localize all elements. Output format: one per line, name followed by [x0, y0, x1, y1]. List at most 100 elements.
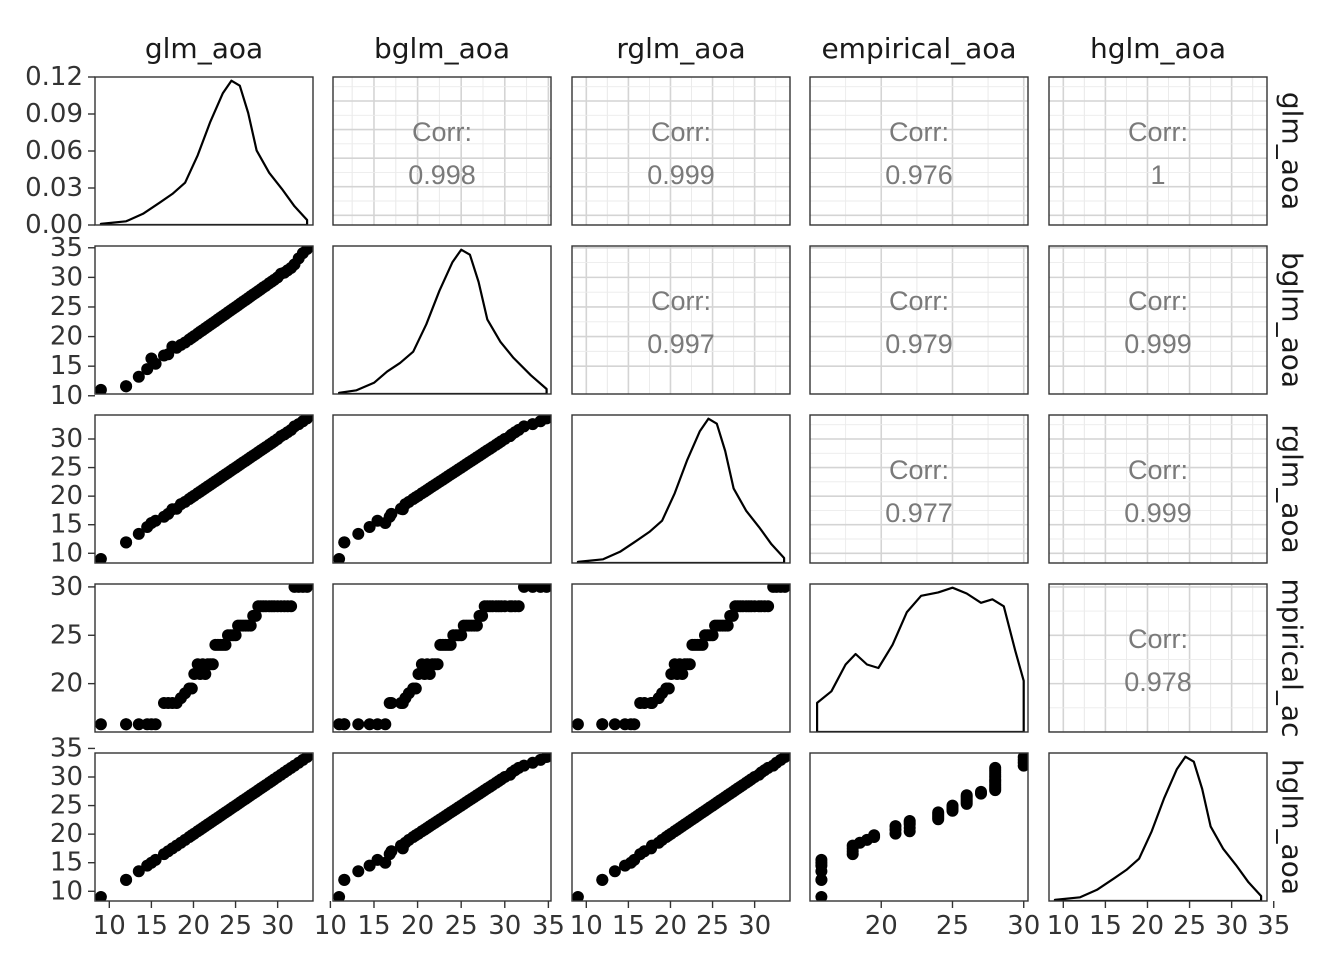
panel-border — [809, 752, 1029, 902]
scatter-point — [199, 668, 212, 680]
x-tick-label: 10 — [1047, 911, 1080, 941]
panel-background — [333, 246, 551, 394]
density-curve — [1053, 755, 1263, 901]
panel-border — [809, 76, 1029, 226]
x-tick-label: 30 — [1007, 911, 1040, 941]
scatter-point — [540, 415, 551, 425]
density-curve — [99, 79, 309, 225]
x-tick-label: 30 — [488, 911, 521, 941]
panel-empirical_aoa-hglm_aoa: Corr: 0.978 — [1048, 583, 1268, 733]
scatter-point — [409, 682, 422, 695]
scatter-point — [889, 820, 902, 833]
panel-empirical_aoa-glm_aoa — [94, 583, 314, 733]
scatter-point — [696, 638, 709, 651]
column-label: glm_aoa — [145, 32, 263, 65]
panel-background — [572, 246, 790, 394]
corr-label: Corr: — [1128, 117, 1188, 147]
scatter-point — [206, 658, 219, 671]
panel-border — [571, 76, 791, 226]
panel-hglm_aoa-glm_aoa — [94, 752, 314, 902]
corr-label: Corr: — [651, 117, 711, 147]
panel-glm_aoa-hglm_aoa: Corr: 1 — [1048, 76, 1268, 226]
scatter-point — [706, 629, 719, 642]
scatter-point — [185, 682, 198, 695]
panel-border — [809, 245, 1029, 395]
x-tick-label: 30 — [1215, 911, 1248, 941]
x-tick-label: 20 — [654, 911, 687, 941]
panel-background — [810, 415, 1028, 563]
corr-label: Corr: — [889, 455, 949, 485]
x-tick-label: 20 — [177, 911, 210, 941]
scatter-point — [762, 600, 775, 613]
x-tick-label: 10 — [570, 911, 603, 941]
scatter-point — [423, 668, 436, 680]
scatter-point — [683, 658, 696, 671]
scatter-point — [903, 815, 916, 827]
x-tick-label: 20 — [401, 911, 434, 941]
corr-label: Corr: — [1128, 455, 1188, 485]
y-tick-label: 10 — [50, 538, 83, 568]
panel-border — [571, 752, 791, 902]
scatter-point — [815, 891, 828, 901]
scatter-point — [333, 553, 346, 563]
x-tick-label: 15 — [135, 911, 168, 941]
panel-border — [94, 752, 314, 902]
scatter-points — [572, 753, 790, 901]
panel-glm_aoa-glm_aoa — [94, 76, 314, 226]
x-tick-label: 10 — [314, 911, 347, 941]
panel-border — [809, 414, 1029, 564]
x-tick-label: 20 — [1131, 911, 1164, 941]
scatter-point — [975, 785, 987, 798]
scatter-point — [662, 682, 675, 695]
y-tick-label: 30 — [50, 572, 83, 602]
row-label: mpirical_ac — [1276, 578, 1309, 737]
scatter-point — [540, 584, 551, 593]
scatter-point — [95, 718, 107, 731]
scatter-point — [676, 668, 689, 680]
scatter-point — [512, 600, 525, 613]
panel-grid — [1049, 246, 1267, 394]
scatter-point — [989, 761, 1002, 774]
panel-border — [1048, 76, 1268, 226]
y-tick-label: 20 — [50, 819, 83, 849]
scatter-point — [149, 357, 162, 370]
scatter-point — [371, 853, 384, 866]
panel-border — [332, 76, 552, 226]
scatter-point — [95, 891, 107, 901]
scatter-point — [444, 638, 457, 651]
scatter-point — [628, 718, 641, 731]
scatter-point — [352, 718, 365, 731]
scatter-point — [932, 806, 945, 819]
panel-border — [94, 245, 314, 395]
corr-value: 1 — [1150, 160, 1165, 190]
scatter-point — [778, 584, 790, 593]
x-tick-label: 15 — [612, 911, 645, 941]
panel-bglm_aoa-hglm_aoa: Corr: 0.999 — [1048, 245, 1268, 395]
panel-border — [1048, 752, 1268, 902]
panel-background — [810, 77, 1028, 225]
scatter-point — [385, 507, 398, 520]
panel-grid — [1049, 415, 1267, 563]
corr-label: Corr: — [889, 117, 949, 147]
scatter-point — [726, 609, 739, 622]
panel-grid — [1049, 584, 1267, 732]
y-tick-label: 20 — [50, 669, 83, 699]
corr-value: 0.999 — [1124, 329, 1192, 359]
panel-background — [1049, 415, 1267, 563]
x-tick-label: 30 — [261, 911, 294, 941]
panel-border — [809, 583, 1029, 733]
column-label: empirical_aoa — [821, 32, 1016, 65]
corr-label: Corr: — [889, 286, 949, 316]
x-tick-label: 10 — [93, 911, 126, 941]
scatter-point — [249, 609, 262, 622]
x-tick-label: 25 — [445, 911, 478, 941]
scatter-point — [120, 718, 133, 731]
scatter-point — [120, 536, 133, 549]
y-tick-label: 25 — [50, 620, 83, 650]
scatter-point — [301, 584, 313, 593]
x-tick-label: 35 — [1257, 911, 1290, 941]
panel-bglm_aoa-glm_aoa — [94, 245, 314, 395]
y-tick-label: 15 — [50, 848, 83, 878]
corr-value: 0.976 — [885, 160, 953, 190]
panel-background — [95, 77, 313, 225]
